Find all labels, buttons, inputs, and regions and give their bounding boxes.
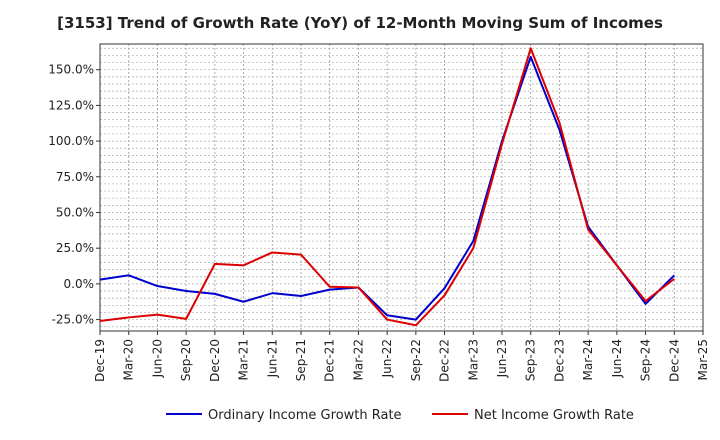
legend-label: Ordinary Income Growth Rate: [208, 408, 402, 423]
x-tick-label: Sep-24: [639, 339, 653, 381]
x-tick-label: Jun-24: [610, 339, 624, 378]
plot-area: [100, 44, 703, 331]
x-tick-label: Mar-21: [237, 339, 251, 380]
x-tick-label: Jun-20: [150, 339, 164, 378]
y-tick-label: 150.0%: [48, 63, 94, 77]
y-tick-label: 75.0%: [56, 170, 94, 184]
x-tick-label: Dec-23: [552, 339, 566, 382]
x-tick-label: Mar-22: [351, 339, 365, 380]
legend-label: Net Income Growth Rate: [474, 408, 634, 423]
series-line-2: [99, 47, 675, 327]
x-tick-label: Dec-21: [323, 339, 337, 382]
y-tick-label: -25.0%: [52, 313, 94, 327]
y-tick-label: 25.0%: [56, 241, 94, 255]
y-tick-label: 125.0%: [48, 98, 94, 112]
x-tick-label: Sep-20: [179, 339, 193, 381]
x-tick-label: Dec-19: [93, 339, 107, 382]
x-tick-label: Jun-22: [380, 339, 394, 378]
x-tick-label: Sep-21: [294, 339, 308, 381]
x-tick-label: Dec-22: [438, 339, 452, 382]
chart-title: [3153] Trend of Growth Rate (YoY) of 12-…: [57, 14, 663, 32]
y-tick-label: 0.0%: [64, 277, 95, 291]
x-tick-label: Sep-22: [409, 339, 423, 381]
x-tick-label: Mar-24: [581, 339, 595, 380]
x-tick-label: Jun-21: [265, 339, 279, 378]
x-tick-label: Sep-23: [524, 339, 538, 381]
x-tick-label: Dec-24: [667, 339, 681, 382]
x-tick-label: Mar-23: [466, 339, 480, 380]
x-tick-label: Jun-23: [495, 339, 509, 378]
x-tick-label: Dec-20: [208, 339, 222, 382]
plot-frame: [99, 43, 704, 332]
x-tick-label: Mar-25: [696, 339, 710, 380]
y-tick-label: 50.0%: [56, 205, 94, 219]
y-tick-label: 100.0%: [48, 134, 94, 148]
x-tick-label: Mar-20: [122, 339, 136, 380]
